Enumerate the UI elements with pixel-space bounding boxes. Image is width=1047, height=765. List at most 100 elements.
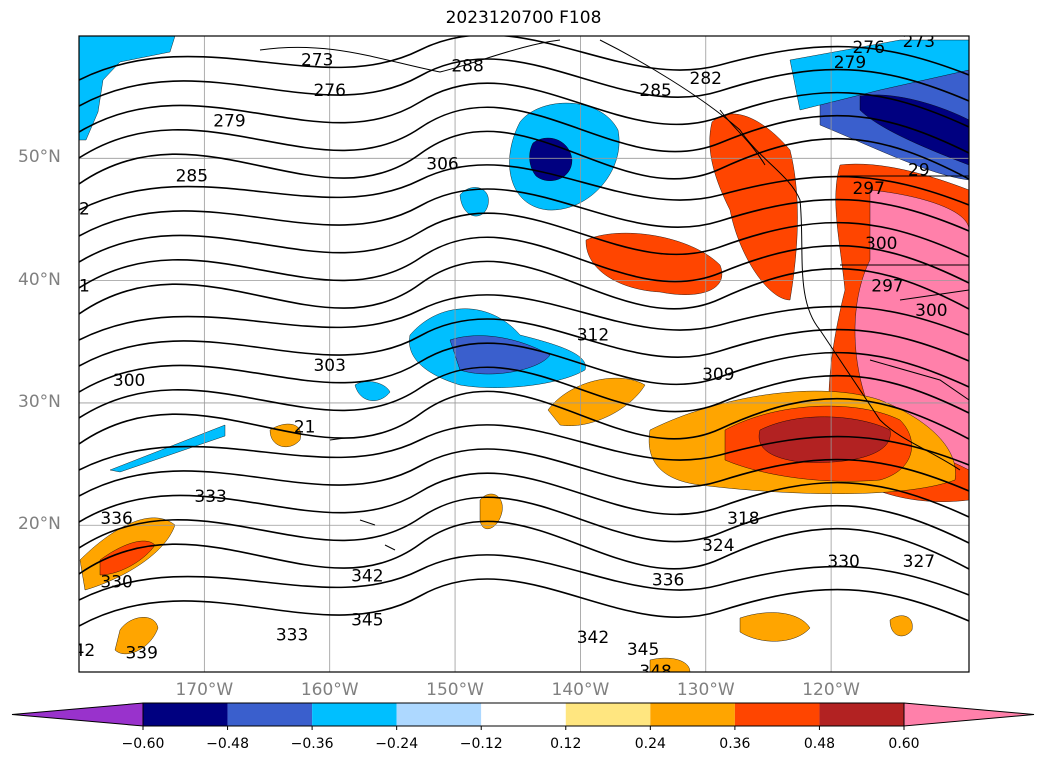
- contour-label: 282: [690, 69, 722, 89]
- geopotential-contour: [79, 58, 969, 107]
- longitude-label: 140°W: [551, 680, 610, 700]
- colorbar-segment: [734, 703, 820, 726]
- colorbar-segment: [819, 703, 904, 726]
- shaded-region: [449, 335, 551, 375]
- contour-label: 300: [915, 301, 947, 321]
- geopotential-contour: [79, 448, 969, 497]
- latitude-label: 40°N: [18, 269, 61, 290]
- geopotential-contour: [79, 294, 969, 341]
- colorbar-tick-label: 0.48: [803, 736, 836, 752]
- longitude-label: 150°W: [426, 680, 484, 700]
- longitude-label: 130°W: [676, 680, 735, 700]
- contour-label: 276: [313, 81, 345, 101]
- colorbar-segment: [312, 703, 397, 726]
- colorbar-tick-label: −0.60: [121, 736, 165, 752]
- contour-label: 330: [100, 573, 132, 593]
- colorbar-segment: [650, 703, 735, 726]
- coastline: [899, 289, 969, 301]
- shaded-region: [79, 36, 176, 141]
- coastline: [869, 359, 969, 401]
- geopotential-contour: [79, 82, 969, 133]
- longitude-label: 160°W: [300, 680, 359, 700]
- colorbar-segment: [227, 703, 313, 726]
- geopotential-contour: [79, 366, 969, 419]
- coastline: [259, 39, 561, 73]
- contour-label: 342: [351, 567, 383, 587]
- contour-label: 279: [213, 112, 245, 132]
- colorbar-tick-label: −0.36: [290, 736, 334, 752]
- contour-label: 327: [903, 552, 935, 572]
- contour-label: 345: [351, 611, 383, 631]
- geopotential-contour: [79, 578, 969, 627]
- shaded-region: [114, 617, 159, 654]
- contour-label: 330: [827, 552, 859, 572]
- colorbar-outline: [142, 702, 905, 727]
- contour-label: 276: [852, 38, 884, 58]
- coastline: [384, 544, 396, 551]
- shaded-region: [739, 612, 811, 642]
- geopotential-contour: [79, 318, 969, 367]
- latitude-label: 50°N: [18, 147, 61, 168]
- shaded-region: [479, 493, 503, 530]
- shaded-region: [889, 615, 913, 637]
- coastline: [599, 39, 961, 471]
- contour-label: 348: [639, 662, 671, 682]
- contour-label: 288: [451, 57, 483, 77]
- colorbar-segment: [565, 703, 651, 726]
- contour-lines-layer: [79, 36, 969, 627]
- shaded-region: [109, 424, 226, 473]
- colorbar-tick-label: 0.24: [634, 736, 666, 752]
- contour-label: 279: [834, 53, 866, 73]
- geopotential-contour: [79, 342, 969, 393]
- colorbar-tick-label: −0.48: [206, 736, 249, 752]
- contour-label: 306: [426, 154, 458, 174]
- colorbar-tick-label: 0.12: [550, 736, 582, 752]
- contour-label: 324: [702, 536, 734, 556]
- contour-label: 300: [865, 234, 897, 254]
- geopotential-contour: [79, 390, 969, 445]
- contour-label: 285: [639, 81, 671, 101]
- shaded-region: [585, 232, 723, 295]
- contour-label: 339: [125, 644, 157, 664]
- geopotential-contour: [79, 36, 969, 81]
- contour-label: 336: [100, 509, 132, 529]
- contour-label: 29: [908, 161, 930, 181]
- colorbar-extension-high: [903, 702, 1035, 727]
- contour-label: 342: [577, 628, 609, 648]
- contour-label: 303: [313, 356, 345, 376]
- contour-label: 91: [68, 277, 90, 297]
- contour-label: 333: [194, 487, 226, 507]
- contour-label: 333: [276, 625, 308, 645]
- geopotential-contour: [79, 164, 969, 211]
- contour-label: 312: [577, 326, 609, 346]
- colorbar-segment: [143, 703, 228, 726]
- colorbar-segment: [396, 703, 482, 726]
- shaded-region: [459, 187, 489, 217]
- colorbar-tick-label: −0.24: [375, 736, 419, 752]
- coastline-layer: [259, 39, 969, 551]
- geopotential-contour: [79, 520, 969, 575]
- geopotential-contour: [79, 106, 969, 159]
- map-title: 2023120700 F108: [445, 8, 602, 28]
- geopotential-contour: [79, 130, 969, 185]
- contour-label: 285: [176, 167, 208, 187]
- contour-label: 273: [301, 50, 333, 70]
- geopotential-contour: [79, 212, 969, 263]
- colorbar-tick-label: −0.12: [459, 736, 503, 752]
- geopotential-contour: [79, 472, 969, 523]
- longitude-label: 170°W: [175, 680, 234, 700]
- contour-label: 336: [652, 570, 684, 590]
- contour-label: 318: [727, 509, 759, 529]
- contour-label: 309: [702, 365, 734, 385]
- contour-label: 21: [294, 417, 316, 437]
- geopotential-contour: [79, 260, 969, 315]
- contour-label: 300: [113, 371, 145, 391]
- contour-label: 345: [627, 640, 659, 660]
- colorbar-tick-label: 0.60: [888, 736, 920, 752]
- geopotential-contour: [79, 554, 969, 601]
- colorbar-extension-low: [11, 702, 144, 727]
- geopotential-contour: [79, 424, 969, 471]
- contour-label: 32: [68, 200, 90, 220]
- coastline: [359, 519, 376, 526]
